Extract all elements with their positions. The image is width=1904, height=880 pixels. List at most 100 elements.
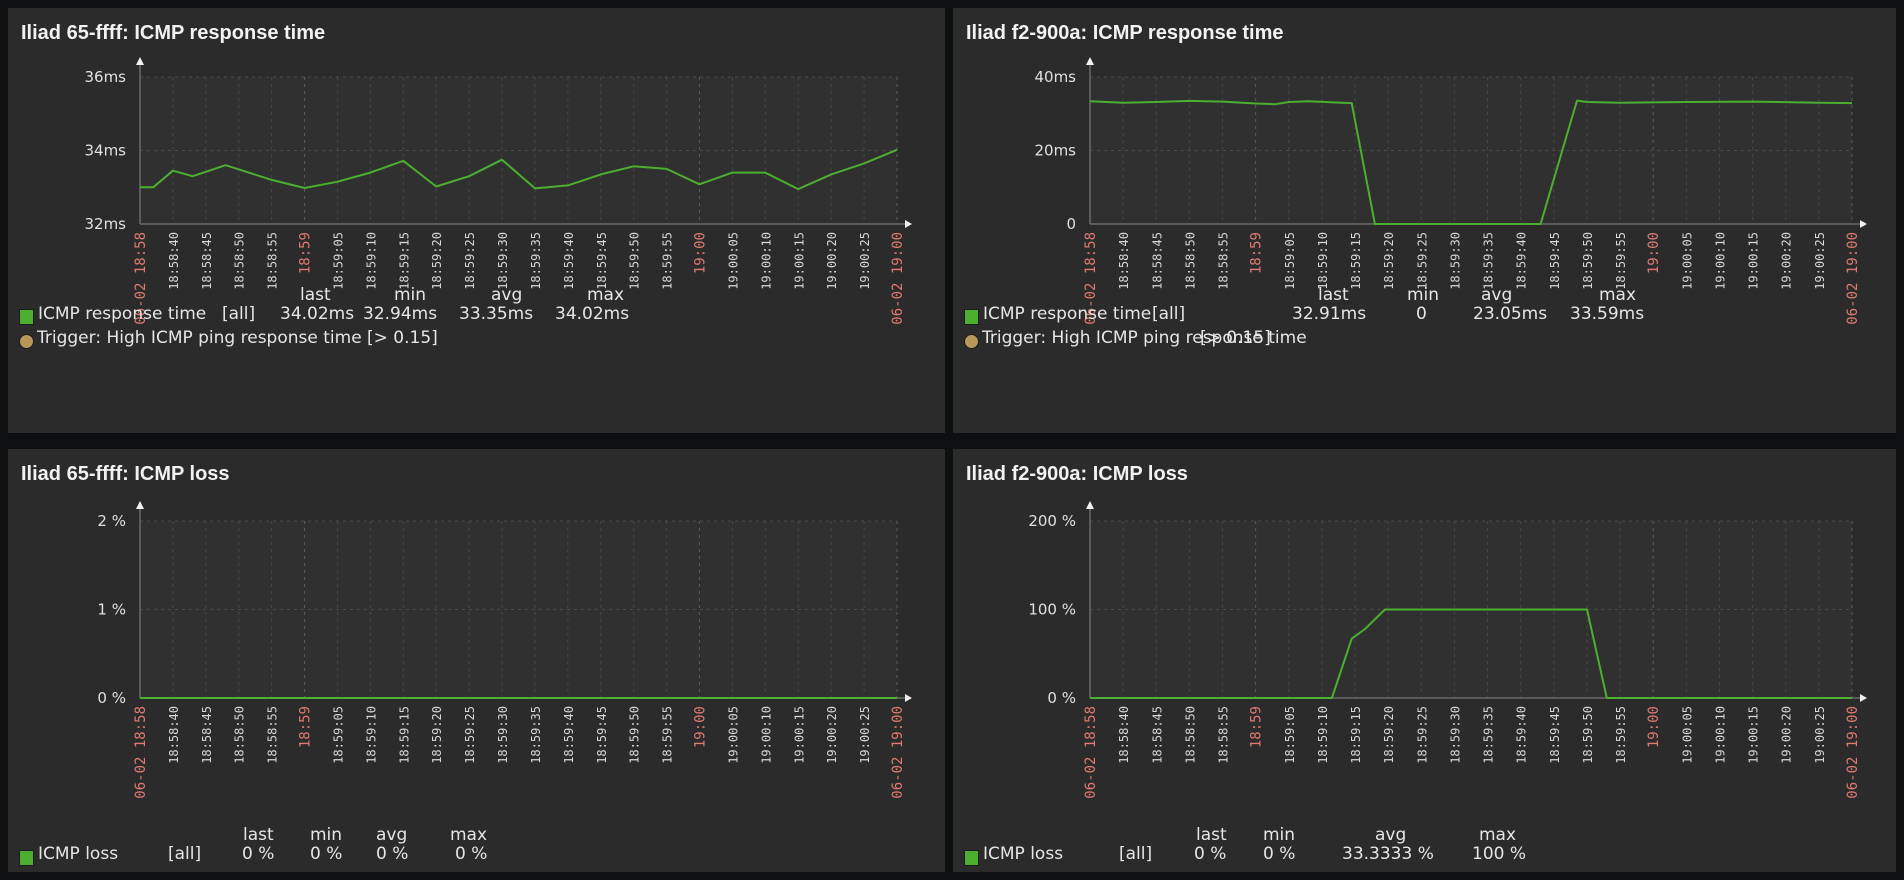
x-tick-label: 06-02 19:00: [890, 232, 906, 325]
x-tick-label: 18:59:50: [628, 232, 642, 290]
y-tick-label: 2 %: [97, 512, 126, 530]
x-tick-label: 18:59:30: [496, 706, 510, 764]
legend-series-avg: 0 %: [376, 844, 409, 864]
x-tick-label: 06-02 18:58: [133, 232, 149, 325]
x-tick-label: 18:59:20: [430, 232, 444, 290]
x-axis-arrow-icon: [1860, 694, 1867, 702]
legend-header-last: last: [243, 825, 274, 845]
y-tick-label: 34ms: [84, 142, 126, 160]
x-tick-label: 18:58:45: [1150, 232, 1164, 290]
legend-header-min: min: [1407, 285, 1440, 305]
x-tick-label: 18:59:35: [529, 706, 543, 764]
x-tick-label: 18:59:55: [1614, 706, 1628, 764]
legend-series-scope: [all]: [168, 844, 202, 864]
legend-series-name: ICMP loss: [38, 844, 119, 864]
x-tick-label: 18:58:45: [200, 232, 214, 290]
y-axis-arrow-icon: [1086, 57, 1094, 65]
x-tick-label: 06-02 18:58: [1083, 232, 1099, 325]
legend-header-avg: avg: [1481, 285, 1513, 305]
series-line: [1090, 608, 1852, 699]
y-tick-label: 0: [1066, 215, 1076, 233]
x-tick-label: 18:59:10: [364, 232, 378, 290]
graph-legend: last min avg max ICMP response time [all…: [8, 8, 945, 433]
x-tick-label: 18:59:25: [463, 706, 477, 764]
x-tick-label: 19:00: [693, 232, 709, 274]
legend-series-max: 100 %: [1472, 844, 1527, 864]
x-tick-label: 18:59:05: [331, 706, 345, 764]
x-tick-label: 18:59:10: [1316, 232, 1330, 290]
legend-series-scope: [all]: [1119, 844, 1153, 864]
x-tick-label: 18:59:50: [1581, 232, 1595, 290]
series-color-swatch: [964, 850, 979, 866]
legend-trigger-name: Trigger: High ICMP ping response time: [37, 328, 362, 348]
panel-title: Iliad 65-ffff: ICMP response time: [21, 22, 326, 44]
legend-header-max: max: [587, 285, 625, 305]
graph-panel-response-65-ffff: Iliad 65-ffff: ICMP response time 32ms 34…: [8, 8, 945, 433]
x-tick-label: 19:00:10: [759, 706, 773, 764]
graph-svg: 0 20ms 40ms 06-02 18:58 18:58:40 18:58:45 18:5…: [1034, 57, 1867, 325]
legend-series-avg: 33.3333 %: [1342, 844, 1434, 864]
x-tick-label: 18:59:25: [1415, 232, 1429, 290]
y-tick-label: 200 %: [1028, 512, 1076, 530]
graph-legend: last min avg max ICMP loss [all] 0 % 0 %…: [8, 449, 945, 872]
x-tick-label: 19:00:05: [726, 706, 740, 764]
y-axis-arrow-icon: [136, 501, 144, 509]
x-tick-label: 18:59:55: [1614, 232, 1628, 290]
x-tick-label: 19:00:20: [825, 706, 839, 764]
x-tick-label: 19:00:10: [1713, 232, 1727, 290]
x-tick-label: 18:59:45: [595, 232, 609, 290]
legend-series-max: 0 %: [455, 844, 488, 864]
x-tick-label: 18:59:55: [661, 232, 675, 290]
x-tick-label: 06-02 19:00: [890, 706, 906, 799]
x-tick-label: 06-02 18:58: [1083, 706, 1099, 799]
x-tick-label: 18:58:50: [233, 706, 247, 764]
x-tick-label: 18:59:45: [595, 706, 609, 764]
x-tick-label: 19:00:15: [1747, 232, 1761, 290]
y-tick-label: 100 %: [1028, 601, 1076, 619]
x-tick-label: 18:58:40: [1117, 706, 1131, 764]
series-line: [140, 148, 898, 191]
x-tick-label: 18:59:40: [562, 706, 576, 764]
y-tick-label: 36ms: [84, 68, 126, 86]
graph-svg: 0 % 1 % 2 % 06-02 18:58 18:58:40 18:58:45 18:5…: [97, 501, 912, 799]
x-tick-label: 18:58:40: [167, 706, 181, 764]
x-tick-label: 18:59:20: [1382, 232, 1396, 290]
x-tick-label: 18:59:25: [463, 232, 477, 290]
legend-series-last: 0 %: [1194, 844, 1227, 864]
y-tick-label: 1 %: [97, 601, 126, 619]
legend-series-last: 0 %: [242, 844, 275, 864]
x-tick-label: 18:59:55: [661, 706, 675, 764]
x-tick-label: 18:58:40: [167, 232, 181, 290]
x-tick-label: 18:59:15: [397, 232, 411, 290]
x-tick-label: 18:58:50: [233, 232, 247, 290]
x-tick-label: 19:00:15: [792, 232, 806, 290]
x-tick-label: 18:59:25: [1415, 706, 1429, 764]
legend-series-min: 0 %: [1263, 844, 1296, 864]
legend-header-min: min: [310, 825, 343, 845]
legend-series-last: 34.02ms: [280, 304, 355, 324]
y-axis-arrow-icon: [1086, 501, 1094, 509]
legend-series-last: 32.91ms: [1292, 304, 1367, 324]
x-tick-label: 18:59: [1249, 232, 1265, 274]
legend-header-max: max: [1599, 285, 1637, 305]
x-tick-label: 06-02 18:58: [133, 706, 149, 799]
x-tick-label: 18:59:30: [496, 232, 510, 290]
x-tick-label: 19:00:25: [1813, 706, 1827, 764]
x-tick-label: 18:58:55: [1217, 232, 1231, 290]
legend-header-max: max: [1479, 825, 1517, 845]
x-tick-label: 18:59:15: [397, 706, 411, 764]
x-tick-label: 19:00:05: [726, 232, 740, 290]
graph-legend: last min avg max ICMP response time [all…: [953, 8, 1896, 433]
x-tick-label: 19:00:05: [1680, 706, 1694, 764]
x-tick-label: 18:59:05: [1283, 706, 1297, 764]
legend-header-avg: avg: [376, 825, 408, 845]
y-tick-label: 32ms: [84, 215, 126, 233]
graph-svg: 0 % 100 % 200 % 06-02 18:58 18:58:40 18:58:45…: [1028, 501, 1867, 799]
x-tick-label: 18:58:55: [1217, 706, 1231, 764]
x-tick-label: 18:59: [1249, 706, 1265, 748]
graph-legend: last min avg max ICMP loss [all] 0 % 0 %…: [953, 449, 1896, 872]
x-tick-label: 18:59: [298, 232, 314, 274]
x-tick-label: 19:00:15: [792, 706, 806, 764]
x-axis-arrow-icon: [905, 694, 912, 702]
x-tick-label: 18:59: [298, 706, 314, 748]
